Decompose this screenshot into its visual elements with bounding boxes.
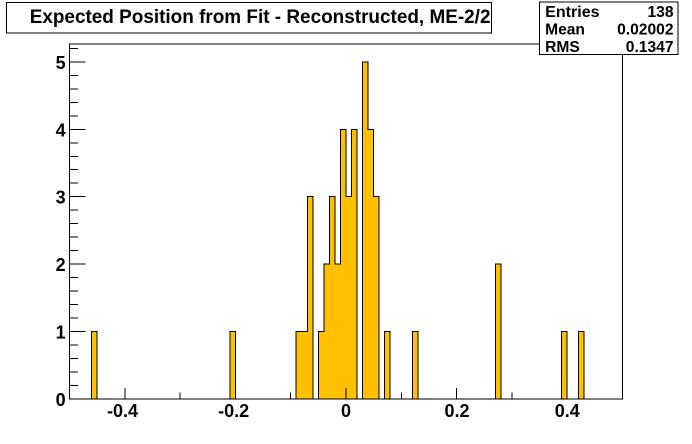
svg-text:0.1347: 0.1347 <box>626 39 674 56</box>
svg-text:0: 0 <box>56 390 66 410</box>
svg-text:0: 0 <box>341 401 351 421</box>
svg-text:RMS: RMS <box>545 39 580 56</box>
svg-text:138: 138 <box>647 4 673 21</box>
svg-text:Mean: Mean <box>545 21 585 38</box>
svg-text:0.02002: 0.02002 <box>617 21 674 38</box>
svg-text:4: 4 <box>56 120 66 140</box>
svg-text:Entries: Entries <box>545 4 600 21</box>
svg-text:-0.4: -0.4 <box>107 401 138 421</box>
svg-text:5: 5 <box>56 53 66 73</box>
svg-text:1: 1 <box>56 323 66 343</box>
svg-text:-0.2: -0.2 <box>218 401 249 421</box>
svg-text:2: 2 <box>56 255 66 275</box>
svg-text:3: 3 <box>56 188 66 208</box>
svg-text:0.2: 0.2 <box>444 401 469 421</box>
svg-text:Expected Position from Fit - R: Expected Position from Fit - Reconstruct… <box>30 6 491 28</box>
svg-text:0.4: 0.4 <box>555 401 580 421</box>
